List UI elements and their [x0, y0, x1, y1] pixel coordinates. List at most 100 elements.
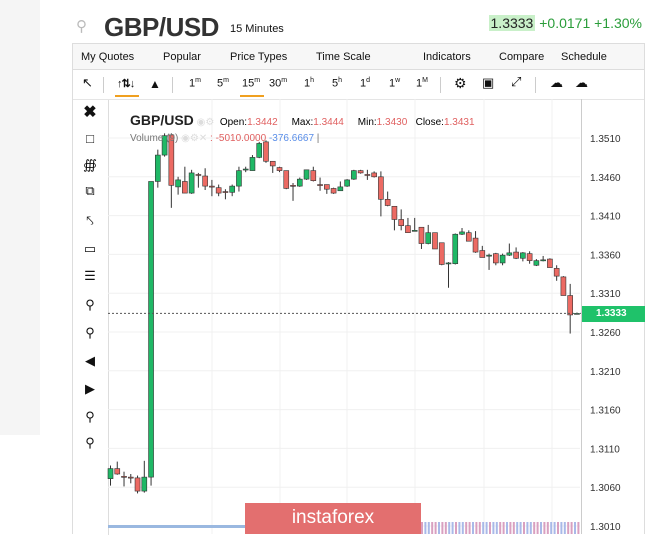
y-tick-label: 1.3060	[590, 483, 621, 494]
zoom-out-icon[interactable]: ⚲	[85, 325, 95, 340]
candle-body	[351, 170, 357, 180]
remove-selection-icon[interactable]: □	[86, 131, 94, 146]
menu-schedule[interactable]: Schedule	[561, 51, 607, 63]
open-label: Open:	[219, 117, 248, 128]
candle-body	[317, 184, 323, 186]
gear-icon[interactable]: ⚙	[189, 133, 199, 144]
candle-body	[357, 170, 364, 174]
menu-compare[interactable]: Compare	[499, 51, 545, 63]
menu-bar: My Quotes Popular Price Types Time Scale…	[73, 44, 644, 70]
menu-time-scale[interactable]: Time Scale	[316, 51, 371, 63]
volume-bar	[489, 522, 491, 534]
candle-body	[107, 468, 114, 479]
candle-body	[486, 254, 492, 257]
volume-bar	[512, 522, 515, 534]
candle-body	[418, 226, 425, 244]
eye-icon[interactable]: ◉	[181, 133, 190, 144]
eye-icon[interactable]: ◉	[196, 117, 206, 128]
timescale-5m[interactable]: 5m	[217, 77, 229, 90]
candle-body	[337, 186, 344, 192]
volume-bar	[526, 522, 529, 534]
menu-my-quotes[interactable]: My Quotes	[81, 51, 135, 63]
volume-bar	[570, 522, 573, 534]
rectangle-icon[interactable]: ▭	[83, 241, 97, 256]
menu-indicators[interactable]: Indicators	[423, 51, 471, 63]
gear-icon[interactable]: ⚙	[454, 75, 467, 91]
close-value: 1.3431	[443, 117, 475, 128]
zoom-in-icon[interactable]: ⚲	[85, 297, 95, 312]
candle-body	[148, 181, 154, 478]
y-tick-label: 1.3160	[590, 406, 621, 417]
gear-icon[interactable]: ⚙	[205, 117, 215, 128]
max-label: Max:	[291, 117, 314, 128]
copy-icon[interactable]: ⧉	[85, 183, 95, 198]
cloud-upload-icon[interactable]: ☁	[575, 75, 588, 90]
cursor-icon[interactable]: ↖	[82, 75, 93, 90]
candle-body	[540, 259, 546, 262]
candle-body	[134, 477, 141, 492]
timescale-1w[interactable]: 1w	[389, 77, 401, 90]
y-tick-label: 1.3110	[590, 444, 620, 455]
candle-body	[465, 232, 472, 242]
fibonacci-icon[interactable]: ☰	[84, 268, 96, 283]
area-chart-icon[interactable]: ▲	[149, 77, 161, 91]
remove-all-icon[interactable]: ∰	[83, 157, 97, 172]
volume-bar	[421, 522, 423, 534]
y-tick-label: 1.3510	[590, 134, 621, 145]
candlestick-icon[interactable]: ↑⇅↓	[117, 78, 135, 90]
scroll-right-icon[interactable]: ▶	[85, 381, 95, 396]
candle-body	[567, 295, 573, 316]
timescale-1m[interactable]: 1m	[189, 77, 201, 90]
zoom-reset-icon[interactable]: ⚲	[85, 435, 95, 450]
volume-bar	[563, 522, 566, 534]
menu-popular[interactable]: Popular	[163, 51, 201, 63]
candle-body	[242, 168, 249, 171]
search-icon[interactable]: ⚲	[76, 18, 87, 35]
candle-body	[141, 476, 148, 492]
volume-bar	[431, 522, 434, 534]
candle-body	[202, 175, 208, 187]
candle-body	[127, 476, 134, 479]
scroll-left-icon[interactable]: ◀	[85, 353, 95, 368]
fullscreen-icon[interactable]: ⤢	[511, 74, 522, 89]
candle-body	[256, 143, 263, 158]
max-value: 1.3444	[313, 117, 344, 128]
volume-bar	[475, 522, 478, 534]
volume-bar	[523, 522, 525, 534]
symbol-title: GBP/USD	[104, 12, 219, 42]
quote: 1.3333 +0.0171 +1.30%	[488, 15, 642, 31]
camera-icon[interactable]: ▣	[482, 75, 495, 90]
timescale-15m[interactable]: 15m	[242, 77, 261, 90]
divider	[535, 77, 536, 93]
menu-price-types[interactable]: Price Types	[230, 51, 288, 63]
candle-body	[209, 185, 215, 188]
volume-bar	[438, 522, 440, 534]
volume-bar	[465, 522, 468, 534]
volume-bar	[424, 522, 427, 534]
trend-line-icon[interactable]: ⤣	[86, 213, 94, 228]
close-icon[interactable]: ✕	[198, 133, 208, 144]
candle-body	[344, 179, 350, 187]
timescale-5h[interactable]: 5h	[332, 77, 343, 90]
cloud-download-icon[interactable]: ☁	[550, 75, 563, 90]
timescale-1M[interactable]: 1M	[416, 77, 428, 90]
drawing-toolbar: ✖ □ ∰ ⧉ ⤣ ▭ ☰ ⚲ ⚲ ◀ ▶ ⚲ ⚲	[73, 100, 109, 535]
timescale-1d[interactable]: 1d	[360, 77, 371, 90]
timescale-30m[interactable]: 30m	[269, 77, 288, 90]
y-tick-label: 1.3010	[590, 522, 621, 533]
candle-body	[391, 205, 398, 220]
candle-body	[378, 176, 384, 200]
candle-body	[371, 172, 377, 178]
timescale-1h[interactable]: 1h	[304, 77, 315, 90]
min-value: 1.3430	[376, 117, 408, 128]
volume-bar	[533, 522, 536, 534]
close-icon[interactable]: ✖	[83, 104, 97, 121]
volume-bar	[546, 522, 549, 534]
zoom-fit-icon[interactable]: ⚲	[85, 409, 95, 424]
volume-bar	[519, 522, 522, 534]
candle-body	[269, 160, 276, 167]
candle-body	[161, 135, 168, 156]
toolbar: ↖ ↑⇅↓ ▲ 1m 5m 15m 30m 1h 5h 1d 1w 1M ⚙ ▣…	[73, 70, 644, 100]
volume-bar	[468, 522, 471, 534]
